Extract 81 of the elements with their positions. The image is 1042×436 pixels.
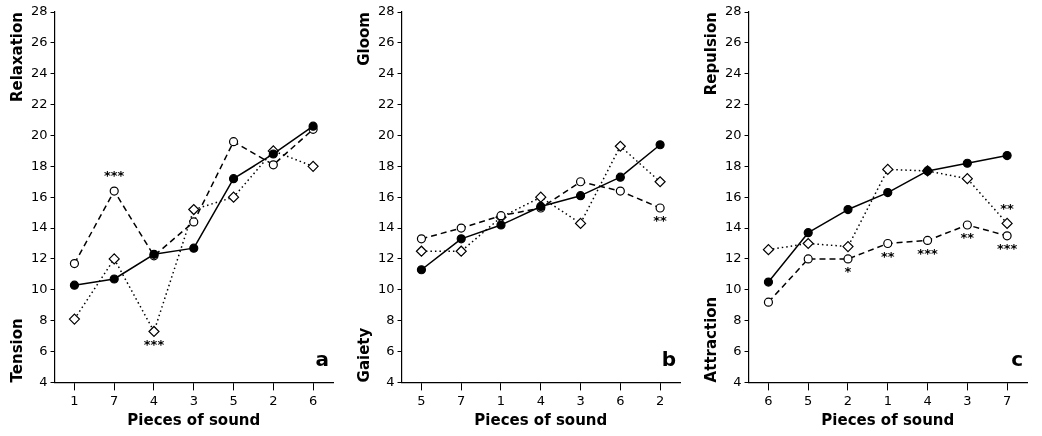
- text: Gaiety: [354, 327, 373, 383]
- y-axis-title: Repulsion: [701, 12, 720, 96]
- x-tick-label: 3: [963, 392, 972, 408]
- y-tick-label: 22: [31, 95, 48, 111]
- x-axis-title: Pieces of sound: [474, 410, 608, 429]
- x-tick-label: 6: [308, 392, 318, 408]
- y-tick-label: 4: [39, 373, 48, 389]
- x-tick-label: 1: [70, 392, 79, 408]
- y-tick-label: 22: [725, 95, 742, 111]
- y-tick-label: 14: [31, 219, 48, 235]
- y-tick-label: 4: [733, 373, 742, 389]
- x-tick-label: 5: [229, 392, 238, 408]
- text: b: [661, 346, 676, 371]
- y-tick-label: 24: [31, 65, 48, 81]
- y-tick-label: 26: [725, 34, 742, 50]
- x-tick-label: 2: [655, 392, 665, 408]
- y-tick-label: 16: [31, 188, 48, 204]
- y-tick-label: 12: [378, 250, 395, 266]
- x-tick-label: 2: [269, 392, 278, 408]
- y-tick-label: 24: [725, 65, 742, 81]
- y-tick-label: 20: [31, 126, 48, 142]
- y-tick-label: 20: [378, 126, 395, 142]
- y-tick-label: 26: [31, 34, 48, 50]
- x-tick-label: 4: [536, 392, 545, 408]
- text: c: [1011, 346, 1023, 371]
- text: a: [315, 346, 329, 371]
- y-tick-label: 28: [725, 3, 742, 19]
- y-tick-label: 6: [39, 342, 48, 358]
- annotation: *: [844, 264, 852, 280]
- y-tick-label: 12: [31, 250, 48, 266]
- annotation: **: [1000, 200, 1015, 216]
- x-axis-title: Pieces of sound: [821, 410, 955, 429]
- annotation: ***: [143, 336, 165, 352]
- y-tick-label: 10: [725, 281, 742, 297]
- x-tick-label: 5: [804, 392, 813, 408]
- text: Attraction: [701, 296, 720, 383]
- y-tick-label: 24: [378, 65, 395, 81]
- y-tick-label: 20: [725, 126, 742, 142]
- x-tick-label: 6: [616, 392, 625, 408]
- x-tick-label: 7: [110, 392, 119, 408]
- y-tick-label: 22: [378, 95, 395, 111]
- y-tick-label: 28: [378, 3, 395, 19]
- y-tick-label: 10: [378, 281, 395, 297]
- text: Tension: [7, 318, 26, 383]
- annotation: ***: [996, 241, 1018, 257]
- y-tick-label: 14: [725, 219, 742, 235]
- x-tick-label: 7: [457, 392, 466, 408]
- y-tick-label: 26: [378, 34, 395, 50]
- y-tick-label: 8: [39, 312, 48, 328]
- y-tick-label: 6: [386, 342, 395, 358]
- x-tick-label: 1: [883, 392, 892, 408]
- y-axis-title: Gloom: [354, 12, 373, 66]
- x-tick-label: 4: [923, 392, 932, 408]
- y-tick-label: 12: [725, 250, 742, 266]
- y-tick-label: 18: [378, 157, 395, 173]
- x-tick-label: 1: [496, 392, 506, 408]
- y-tick-label: 4: [386, 373, 395, 389]
- annotation: ***: [917, 245, 938, 261]
- annotation: **: [653, 213, 668, 229]
- x-tick-label: 6: [764, 392, 773, 408]
- y-tick-label: 6: [733, 342, 742, 358]
- x-tick-label: 4: [149, 392, 159, 408]
- y-tick-label: 18: [725, 157, 742, 173]
- annotation: ***: [104, 168, 125, 184]
- y-tick-label: 8: [733, 312, 742, 328]
- x-tick-label: 3: [576, 392, 585, 408]
- x-tick-label: 7: [1002, 392, 1012, 408]
- y-tick-label: 8: [386, 312, 395, 328]
- x-tick-label: 5: [417, 392, 426, 408]
- x-tick-label: 3: [189, 392, 198, 408]
- y-tick-label: 14: [378, 219, 395, 235]
- x-tick-label: 2: [843, 392, 853, 408]
- annotation: **: [960, 230, 975, 246]
- y-tick-label: 16: [378, 188, 395, 204]
- y-tick-label: 10: [31, 281, 48, 297]
- annotation: **: [880, 248, 895, 264]
- y-tick-label: 16: [725, 188, 742, 204]
- y-axis-title: Relaxation: [7, 12, 26, 103]
- x-axis-title: Pieces of sound: [127, 410, 261, 429]
- y-tick-label: 18: [31, 157, 48, 173]
- y-tick-label: 28: [31, 3, 48, 19]
